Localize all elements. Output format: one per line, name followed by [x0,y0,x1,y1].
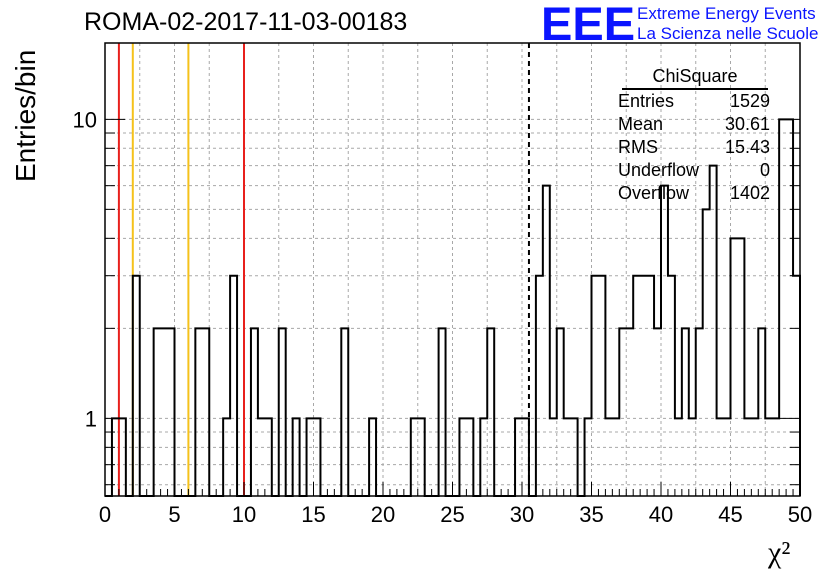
histogram-bar [786,119,793,496]
histogram-bar [703,209,710,496]
x-tick-label: 30 [510,502,534,527]
histogram-bar [230,276,237,496]
histogram-bar [619,328,626,496]
histogram-bar [133,276,140,496]
stats-row-overflow: Overflow 1402 [612,182,778,205]
stats-label: Entries [618,91,675,111]
histogram-bar [195,328,202,496]
histogram-bar [598,276,605,496]
histogram-bar [640,276,647,496]
x-tick-label: 10 [232,502,256,527]
reference-lines [117,43,530,496]
stats-label: Overflow [618,183,690,203]
histogram-bar [731,238,738,496]
stats-title: ChiSquare [622,66,768,90]
histogram-bar [737,238,744,496]
stats-value: 0 [759,160,770,180]
x-tick-label: 25 [440,502,464,527]
x-tick-label: 35 [579,502,603,527]
histogram-bar [592,276,599,496]
stats-row-entries: Entries 1529 [612,90,778,113]
stats-label: Underflow [618,160,700,180]
stats-value: 1529 [729,91,770,111]
histogram-bar [202,328,209,496]
histogram-bar [154,328,161,496]
stats-box: ChiSquare Entries 1529 Mean 30.61 RMS 15.43 Un… [612,66,778,205]
x-axis-label: χ² [768,536,791,569]
histogram-bar [487,328,494,496]
histogram-bar [661,186,668,496]
histogram-bar [626,328,633,496]
stats-value: 30.61 [724,114,770,134]
histogram-bar [341,328,348,496]
histogram-bar [654,328,661,496]
x-tick-label: 20 [371,502,395,527]
chart-title: ROMA-02-2017-11-03-00183 [84,8,408,36]
histogram-bar [536,276,543,496]
stats-value: 1402 [729,183,770,203]
x-tick-label: 40 [649,502,673,527]
stats-row-mean: Mean 30.61 [612,113,778,136]
histogram-bar [633,276,640,496]
x-tick-label: 0 [99,502,111,527]
stats-value: 15.43 [724,137,770,157]
logo-line-2: La Scienza nelle Scuole [637,24,819,43]
histogram-bar [279,328,286,496]
y-axis-ticks: 1 10 [73,107,800,486]
histogram-bar [543,186,550,496]
y-tick-label: 10 [73,107,97,132]
histogram-bar [696,328,703,496]
histogram-outline [105,118,801,497]
histogram-bars [105,118,801,497]
histogram-bar [758,328,765,496]
stats-label: RMS [618,137,658,157]
y-tick-label: 1 [85,406,97,431]
logo-line-1: Extreme Energy Events [637,4,816,23]
histogram-bar [668,276,675,496]
x-tick-label: 15 [301,502,325,527]
stats-row-underflow: Underflow 0 [612,159,778,182]
histogram-bar [251,328,258,496]
x-tick-label: 50 [788,502,812,527]
stats-row-rms: RMS 15.43 [612,136,778,159]
histogram-bar [779,119,786,496]
grid-lines [105,43,800,496]
histogram-bar [557,328,564,496]
x-axis-ticks: 0 5 10 15 20 25 30 35 40 45 50 [99,482,812,527]
x-tick-label: 5 [168,502,180,527]
histogram-bar [647,276,654,496]
histogram-bar [710,166,717,496]
histogram-bar [682,328,689,496]
histogram-bar [439,328,446,496]
histogram-bar [161,328,168,496]
histogram-bar [168,328,175,496]
eee-logo: EEE [541,0,636,50]
stats-label: Mean [618,114,664,134]
histogram-bar [793,276,800,496]
x-tick-label: 45 [718,502,742,527]
